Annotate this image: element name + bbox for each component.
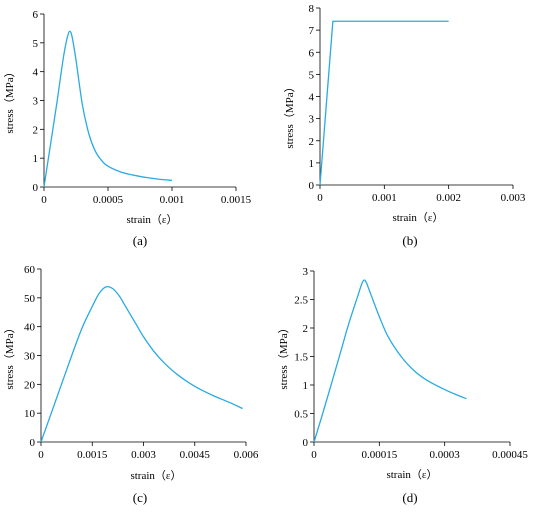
chart-a-y-tick-label: 2	[33, 124, 39, 136]
chart-b-y-tick-label: 8	[309, 3, 315, 15]
chart-a-y-tick-label: 0	[33, 182, 39, 194]
chart-b-y-tick-label: 0	[309, 180, 315, 192]
chart-d-y-tick-label: 0.5	[294, 409, 308, 421]
chart-d-x-tick-label: 0.00015	[361, 449, 397, 461]
chart-b-y-tick-label: 6	[309, 47, 315, 59]
chart-b-y-tick-label: 4	[309, 92, 315, 104]
chart-panel-b: 0 0.001 0.002 0.003 0 1 2 3 4 5 6 7 8 strain（ε） stre…	[283, 3, 526, 248]
chart-b-x-tick-label: 0.001	[372, 192, 397, 204]
chart-b-x-tick-label: 0	[317, 192, 323, 204]
chart-a-x-tick-label: 0	[41, 194, 47, 206]
chart-a-y-tick-label: 1	[33, 153, 39, 165]
chart-b-y-tick-label: 1	[309, 158, 315, 170]
chart-d-y-tick-label: 3	[303, 266, 309, 278]
chart-b-series-line	[319, 20, 449, 186]
chart-a-y-tick-label: 4	[33, 67, 39, 79]
chart-b-y-label: stress（MPa）	[283, 81, 296, 148]
chart-panel-c: 0 0.0015 0.003 0.0045 0.006 0 10 20 30 40 50 60 str…	[3, 264, 259, 505]
chart-a-y-tick-label: 5	[33, 38, 39, 50]
chart-panel-d: 0 0.00015 0.0003 0.00045 0 0.5 1 1.5 2 2.5 3 strai…	[277, 266, 528, 505]
chart-b-panel-label: (b)	[402, 233, 417, 248]
chart-c-x-label: strain（ε）	[130, 469, 181, 482]
chart-c-y-tick-label: 30	[24, 351, 36, 363]
chart-d-y-tick-label: 1.5	[294, 352, 308, 364]
chart-d-x-tick-label: 0.0003	[430, 449, 461, 461]
chart-c-ticks: 0 0.0015 0.003 0.0045 0.006 0 10 20 30 40 50 60	[24, 264, 259, 461]
chart-c-x-tick-label: 0	[38, 449, 44, 461]
chart-c-series-line	[40, 285, 243, 443]
chart-d-ticks: 0 0.00015 0.0003 0.00045 0 0.5 1 1.5 2 2.5 3	[294, 266, 528, 461]
chart-a-y-tick-label: 3	[33, 96, 39, 108]
chart-c-y-tick-label: 10	[24, 408, 36, 420]
chart-d-series-line	[313, 279, 467, 443]
chart-a-series-line	[43, 30, 173, 188]
chart-b-x-tick-label: 0.002	[436, 192, 461, 204]
chart-d-y-tick-label: 1	[303, 380, 309, 392]
chart-a-ticks: 0 0.0005 0.001 0.0015 0 1 2 3 4 5 6	[33, 9, 252, 206]
chart-c-x-tick-label: 0.0015	[77, 449, 108, 461]
chart-d-y-tick-label: 2.5	[294, 295, 308, 307]
chart-a-y-tick-label: 6	[33, 9, 39, 21]
chart-b-x-tick-label: 0.003	[501, 192, 526, 204]
chart-d-y-tick-label: 2	[303, 323, 309, 335]
chart-d-x-tick-label: 0.00045	[492, 449, 528, 461]
chart-d-x-label: strain（ε）	[386, 468, 437, 481]
chart-c-x-tick-label: 0.003	[131, 449, 156, 461]
chart-d-y-label: stress（MPa）	[277, 322, 290, 389]
chart-panel-a: 0 0.0005 0.001 0.0015 0 1 2 3 4 5 6 strain（ε） stre…	[3, 9, 252, 248]
chart-d-panel-label: (d)	[402, 490, 417, 505]
chart-c-y-label: stress（MPa）	[3, 322, 16, 389]
chart-d-y-tick-label: 0	[303, 437, 309, 449]
chart-b-y-tick-label: 3	[309, 114, 315, 126]
chart-c-y-tick-label: 50	[24, 293, 36, 305]
chart-a-y-label: stress（MPa）	[3, 66, 16, 133]
chart-b-ticks: 0 0.001 0.002 0.003 0 1 2 3 4 5 6 7 8	[309, 3, 526, 204]
chart-b-y-tick-label: 2	[309, 136, 315, 148]
chart-c-y-tick-label: 0	[30, 437, 36, 449]
chart-a-x-label: strain（ε）	[126, 213, 177, 226]
chart-b-y-tick-label: 5	[309, 69, 315, 81]
chart-c-x-tick-label: 0.006	[234, 449, 259, 461]
chart-b-y-tick-label: 7	[309, 25, 315, 37]
chart-c-panel-label: (c)	[133, 490, 147, 505]
chart-c-y-tick-label: 20	[24, 379, 36, 391]
chart-c-x-tick-label: 0.0045	[180, 449, 211, 461]
chart-b-x-label: strain（ε）	[392, 211, 443, 224]
chart-d-x-tick-label: 0	[311, 449, 317, 461]
chart-a-x-tick-label: 0.0015	[221, 194, 252, 206]
chart-a-panel-label: (a)	[133, 233, 147, 248]
chart-a-x-tick-label: 0.0005	[93, 194, 124, 206]
chart-c-y-tick-label: 40	[24, 322, 36, 334]
chart-c-y-tick-label: 60	[24, 264, 36, 276]
chart-a-x-tick-label: 0.001	[160, 194, 185, 206]
